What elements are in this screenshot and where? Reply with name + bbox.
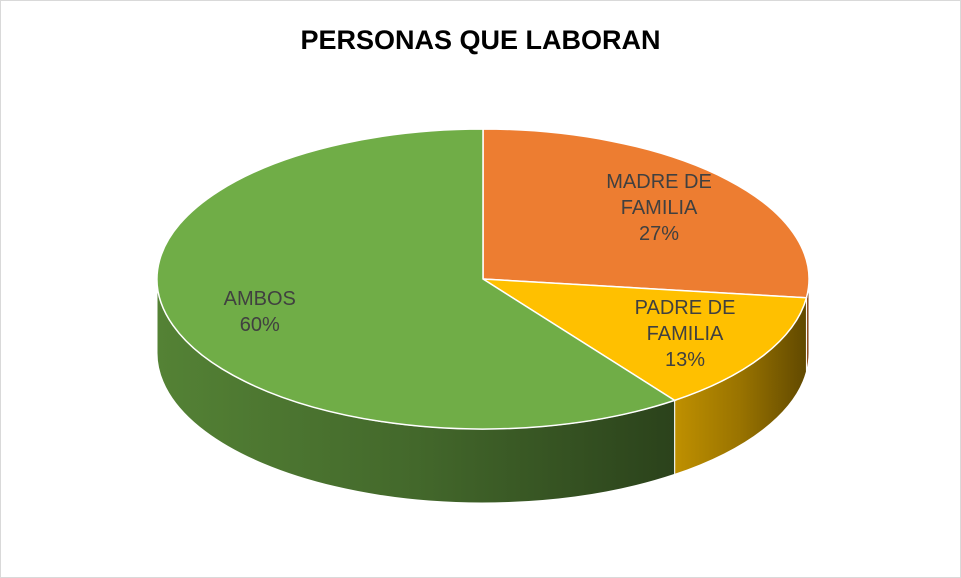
- category-label: AMBOS: [223, 288, 296, 311]
- chart-title: PERSONAS QUE LABORAN: [300, 25, 661, 55]
- value-label: 27%: [639, 222, 680, 245]
- category-label: PADRE DE FAMILIA: [634, 296, 736, 345]
- data-label: PADRE DE FAMILIA 13%: [610, 295, 760, 373]
- slice: [480, 278, 808, 402]
- value-label: 13%: [665, 348, 706, 371]
- slice: [156, 128, 677, 430]
- category-label: MADRE DE FAMILIA: [606, 170, 712, 219]
- value-label: 60%: [239, 314, 280, 337]
- data-label: AMBOS 60%: [185, 286, 335, 338]
- slice: [482, 128, 810, 299]
- data-label: MADRE DE FAMILIA 27%: [584, 169, 734, 247]
